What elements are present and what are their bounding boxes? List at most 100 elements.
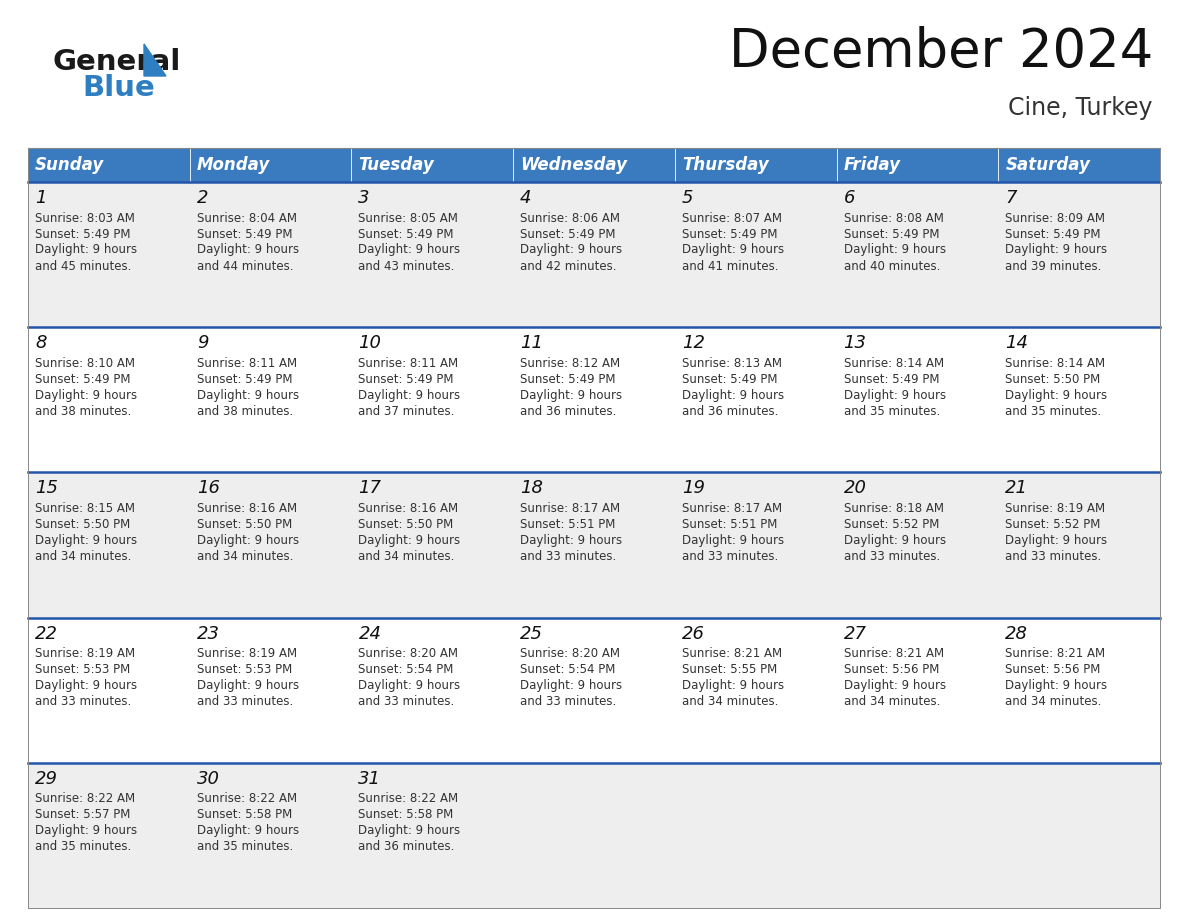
Text: Sunrise: 8:05 AM: Sunrise: 8:05 AM bbox=[359, 211, 459, 225]
Text: and 35 minutes.: and 35 minutes. bbox=[34, 840, 131, 854]
Text: Sunrise: 8:22 AM: Sunrise: 8:22 AM bbox=[197, 792, 297, 805]
Text: Sunrise: 8:12 AM: Sunrise: 8:12 AM bbox=[520, 357, 620, 370]
Text: Daylight: 9 hours: Daylight: 9 hours bbox=[197, 679, 299, 692]
Text: Daylight: 9 hours: Daylight: 9 hours bbox=[843, 243, 946, 256]
Text: Sunset: 5:52 PM: Sunset: 5:52 PM bbox=[843, 518, 939, 531]
Text: 10: 10 bbox=[359, 334, 381, 353]
Text: 8: 8 bbox=[34, 334, 46, 353]
Text: 14: 14 bbox=[1005, 334, 1029, 353]
Text: Sunrise: 8:10 AM: Sunrise: 8:10 AM bbox=[34, 357, 135, 370]
Text: 26: 26 bbox=[682, 624, 704, 643]
Text: and 40 minutes.: and 40 minutes. bbox=[843, 260, 940, 273]
Text: Sunrise: 8:21 AM: Sunrise: 8:21 AM bbox=[1005, 647, 1105, 660]
Text: and 33 minutes.: and 33 minutes. bbox=[197, 695, 293, 708]
Text: Sunset: 5:49 PM: Sunset: 5:49 PM bbox=[34, 228, 131, 241]
Text: Sunset: 5:58 PM: Sunset: 5:58 PM bbox=[359, 809, 454, 822]
Text: and 38 minutes.: and 38 minutes. bbox=[34, 405, 131, 418]
Text: Daylight: 9 hours: Daylight: 9 hours bbox=[843, 534, 946, 547]
Text: 30: 30 bbox=[197, 770, 220, 788]
Text: 6: 6 bbox=[843, 189, 855, 207]
Text: Sunset: 5:50 PM: Sunset: 5:50 PM bbox=[359, 518, 454, 531]
Text: and 43 minutes.: and 43 minutes. bbox=[359, 260, 455, 273]
Text: December 2024: December 2024 bbox=[728, 26, 1154, 78]
Text: Daylight: 9 hours: Daylight: 9 hours bbox=[197, 243, 299, 256]
Text: Sunrise: 8:18 AM: Sunrise: 8:18 AM bbox=[843, 502, 943, 515]
Text: Sunrise: 8:09 AM: Sunrise: 8:09 AM bbox=[1005, 211, 1105, 225]
Text: Sunrise: 8:06 AM: Sunrise: 8:06 AM bbox=[520, 211, 620, 225]
Text: 2: 2 bbox=[197, 189, 208, 207]
Text: Thursday: Thursday bbox=[682, 156, 769, 174]
Text: Sunset: 5:56 PM: Sunset: 5:56 PM bbox=[1005, 663, 1100, 676]
Text: Daylight: 9 hours: Daylight: 9 hours bbox=[682, 534, 784, 547]
Text: and 41 minutes.: and 41 minutes. bbox=[682, 260, 778, 273]
Text: 13: 13 bbox=[843, 334, 866, 353]
Text: 28: 28 bbox=[1005, 624, 1029, 643]
Text: Daylight: 9 hours: Daylight: 9 hours bbox=[34, 388, 137, 402]
Text: Tuesday: Tuesday bbox=[359, 156, 434, 174]
Text: 4: 4 bbox=[520, 189, 532, 207]
Text: Sunset: 5:49 PM: Sunset: 5:49 PM bbox=[843, 228, 939, 241]
Bar bbox=[513, 148, 675, 182]
Text: and 37 minutes.: and 37 minutes. bbox=[359, 405, 455, 418]
Text: Daylight: 9 hours: Daylight: 9 hours bbox=[843, 388, 946, 402]
Text: 7: 7 bbox=[1005, 189, 1017, 207]
Text: Daylight: 9 hours: Daylight: 9 hours bbox=[34, 679, 137, 692]
Bar bbox=[190, 148, 352, 182]
Text: Sunset: 5:54 PM: Sunset: 5:54 PM bbox=[520, 663, 615, 676]
Text: Daylight: 9 hours: Daylight: 9 hours bbox=[359, 388, 461, 402]
Text: Sunrise: 8:17 AM: Sunrise: 8:17 AM bbox=[520, 502, 620, 515]
Bar bbox=[29, 473, 1159, 618]
Text: and 34 minutes.: and 34 minutes. bbox=[34, 550, 132, 563]
Bar bbox=[29, 763, 1159, 908]
Text: 29: 29 bbox=[34, 770, 58, 788]
Text: and 33 minutes.: and 33 minutes. bbox=[520, 550, 617, 563]
Text: 15: 15 bbox=[34, 479, 58, 498]
Text: and 34 minutes.: and 34 minutes. bbox=[843, 695, 940, 708]
Text: Sunrise: 8:04 AM: Sunrise: 8:04 AM bbox=[197, 211, 297, 225]
Text: Daylight: 9 hours: Daylight: 9 hours bbox=[843, 679, 946, 692]
Text: Sunrise: 8:16 AM: Sunrise: 8:16 AM bbox=[197, 502, 297, 515]
Text: and 38 minutes.: and 38 minutes. bbox=[197, 405, 293, 418]
Text: Sunset: 5:49 PM: Sunset: 5:49 PM bbox=[34, 373, 131, 386]
Text: and 42 minutes.: and 42 minutes. bbox=[520, 260, 617, 273]
Text: Friday: Friday bbox=[843, 156, 901, 174]
Text: Sunset: 5:49 PM: Sunset: 5:49 PM bbox=[682, 228, 777, 241]
Text: Daylight: 9 hours: Daylight: 9 hours bbox=[1005, 679, 1107, 692]
Text: and 33 minutes.: and 33 minutes. bbox=[34, 695, 131, 708]
Text: Sunset: 5:58 PM: Sunset: 5:58 PM bbox=[197, 809, 292, 822]
Text: Sunrise: 8:14 AM: Sunrise: 8:14 AM bbox=[1005, 357, 1105, 370]
Text: and 34 minutes.: and 34 minutes. bbox=[682, 695, 778, 708]
Text: Sunrise: 8:03 AM: Sunrise: 8:03 AM bbox=[34, 211, 135, 225]
Text: Daylight: 9 hours: Daylight: 9 hours bbox=[197, 824, 299, 837]
Text: 24: 24 bbox=[359, 624, 381, 643]
Text: and 34 minutes.: and 34 minutes. bbox=[359, 550, 455, 563]
Text: Sunset: 5:50 PM: Sunset: 5:50 PM bbox=[1005, 373, 1100, 386]
Text: Sunset: 5:50 PM: Sunset: 5:50 PM bbox=[34, 518, 131, 531]
Text: 23: 23 bbox=[197, 624, 220, 643]
Text: Daylight: 9 hours: Daylight: 9 hours bbox=[682, 388, 784, 402]
Text: Daylight: 9 hours: Daylight: 9 hours bbox=[359, 534, 461, 547]
Text: and 39 minutes.: and 39 minutes. bbox=[1005, 260, 1101, 273]
Text: Daylight: 9 hours: Daylight: 9 hours bbox=[682, 243, 784, 256]
Text: Sunset: 5:55 PM: Sunset: 5:55 PM bbox=[682, 663, 777, 676]
Text: Daylight: 9 hours: Daylight: 9 hours bbox=[1005, 243, 1107, 256]
Text: General: General bbox=[52, 48, 181, 76]
Text: Sunrise: 8:07 AM: Sunrise: 8:07 AM bbox=[682, 211, 782, 225]
Bar bbox=[998, 148, 1159, 182]
Bar bbox=[29, 618, 1159, 763]
Text: 17: 17 bbox=[359, 479, 381, 498]
Text: 20: 20 bbox=[843, 479, 866, 498]
Text: Sunset: 5:53 PM: Sunset: 5:53 PM bbox=[34, 663, 131, 676]
Text: and 33 minutes.: and 33 minutes. bbox=[843, 550, 940, 563]
Text: Sunrise: 8:14 AM: Sunrise: 8:14 AM bbox=[843, 357, 943, 370]
Text: 12: 12 bbox=[682, 334, 704, 353]
Text: Daylight: 9 hours: Daylight: 9 hours bbox=[34, 243, 137, 256]
Text: Sunset: 5:49 PM: Sunset: 5:49 PM bbox=[843, 373, 939, 386]
Text: Blue: Blue bbox=[82, 74, 154, 102]
Text: Daylight: 9 hours: Daylight: 9 hours bbox=[1005, 534, 1107, 547]
Text: 5: 5 bbox=[682, 189, 694, 207]
Text: Sunrise: 8:11 AM: Sunrise: 8:11 AM bbox=[197, 357, 297, 370]
Text: Sunset: 5:49 PM: Sunset: 5:49 PM bbox=[359, 373, 454, 386]
Text: Sunrise: 8:19 AM: Sunrise: 8:19 AM bbox=[34, 647, 135, 660]
Text: and 35 minutes.: and 35 minutes. bbox=[1005, 405, 1101, 418]
